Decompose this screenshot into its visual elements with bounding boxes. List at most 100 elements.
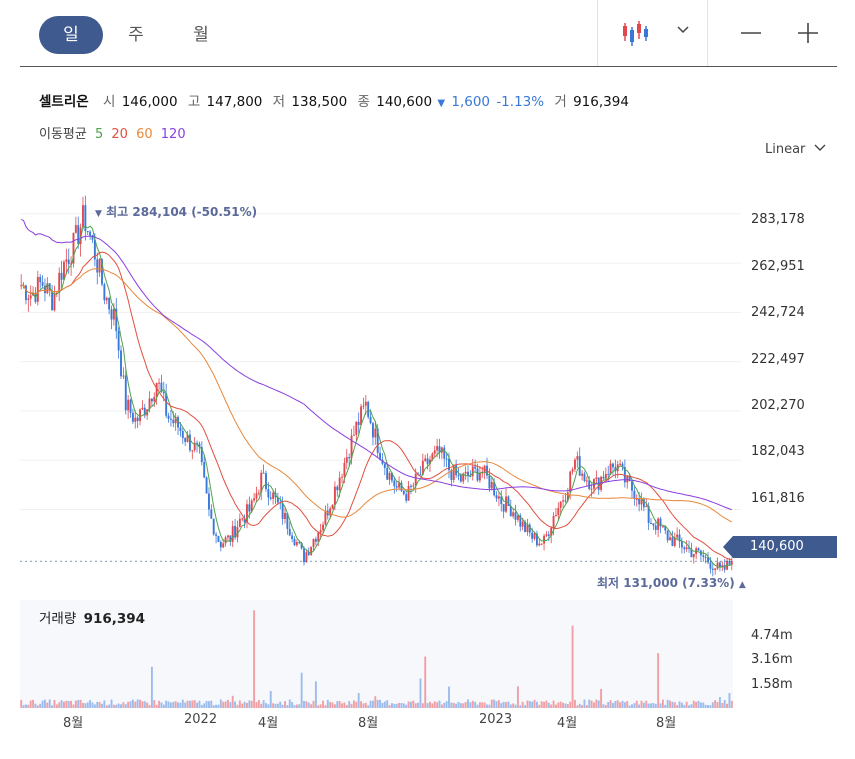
candle-body bbox=[543, 535, 546, 544]
volume-bar bbox=[22, 705, 25, 708]
volume-bar bbox=[526, 700, 529, 708]
volume-bar bbox=[657, 653, 660, 708]
volume-bar bbox=[483, 702, 486, 708]
candle-body bbox=[604, 473, 607, 479]
volume-bar bbox=[557, 702, 560, 708]
volume-bar bbox=[640, 700, 643, 708]
candle-body bbox=[177, 416, 179, 428]
y-tick-label: 182,043 bbox=[751, 444, 805, 459]
volume-bar bbox=[48, 699, 51, 708]
chevron-down-icon[interactable] bbox=[676, 22, 690, 36]
candle-body bbox=[676, 534, 679, 538]
tab-day[interactable]: 일 bbox=[39, 16, 103, 54]
candle-body bbox=[188, 434, 191, 451]
volume-bar bbox=[158, 700, 160, 708]
candle-body bbox=[141, 407, 144, 410]
candle-body bbox=[127, 399, 130, 411]
volume-bar bbox=[27, 704, 30, 708]
volume-bar bbox=[569, 701, 572, 708]
candle-body bbox=[212, 518, 215, 535]
volume-bar bbox=[400, 702, 403, 708]
candle-body bbox=[96, 259, 99, 273]
candle-body bbox=[514, 512, 517, 520]
candle-body bbox=[341, 476, 343, 478]
volume-bar bbox=[554, 704, 557, 708]
y-tick-label: 242,724 bbox=[751, 305, 805, 320]
candle-body bbox=[505, 496, 507, 512]
volume-bar bbox=[388, 705, 391, 708]
candle-body bbox=[388, 473, 391, 480]
candle-body bbox=[215, 534, 218, 536]
candle-body bbox=[286, 512, 289, 529]
candle-body bbox=[431, 453, 434, 460]
candle-body bbox=[174, 416, 177, 424]
candle-body bbox=[155, 382, 158, 397]
volume-bar bbox=[450, 702, 453, 708]
candle-body bbox=[721, 565, 724, 568]
volume-bar bbox=[148, 704, 151, 708]
candle-body bbox=[685, 547, 688, 550]
candle-body bbox=[581, 473, 584, 476]
candle-body bbox=[638, 498, 641, 505]
ma120-line bbox=[20, 218, 732, 511]
candle-body bbox=[671, 537, 674, 546]
candle-type-icon[interactable] bbox=[621, 19, 651, 49]
candle-body bbox=[257, 492, 260, 494]
scale-selector[interactable]: Linear bbox=[765, 142, 826, 157]
volume-bar bbox=[53, 699, 56, 708]
zoom-in-icon[interactable] bbox=[797, 22, 819, 44]
volume-bar bbox=[379, 699, 382, 708]
volume-bar bbox=[338, 701, 341, 708]
candle-body bbox=[535, 533, 538, 546]
volume-bar bbox=[136, 699, 139, 708]
volume-bar bbox=[198, 700, 201, 708]
candle-body bbox=[300, 542, 303, 549]
candle-body bbox=[661, 526, 664, 528]
volume-bar bbox=[360, 701, 363, 708]
tab-month[interactable]: 월 bbox=[193, 25, 209, 45]
volume-bar bbox=[512, 703, 515, 708]
volume-bar bbox=[471, 700, 474, 708]
ma5-label: 5 bbox=[94, 127, 104, 142]
volume-bar bbox=[654, 703, 657, 708]
zoom-out-icon[interactable] bbox=[740, 22, 762, 44]
volume-bar bbox=[390, 703, 393, 708]
volume-bar bbox=[562, 702, 565, 708]
volume-bar bbox=[93, 704, 96, 708]
candle-body bbox=[260, 472, 263, 493]
candle-body bbox=[46, 283, 49, 294]
candle-body bbox=[421, 460, 424, 475]
candle-body bbox=[507, 496, 510, 507]
volume-bar bbox=[609, 700, 612, 708]
volume-bar bbox=[704, 704, 707, 708]
candle-body bbox=[478, 473, 481, 481]
volume-bar bbox=[191, 700, 194, 708]
volume-bar bbox=[131, 699, 134, 708]
candle-body bbox=[429, 459, 431, 464]
candle-body bbox=[305, 552, 308, 563]
volume-bar bbox=[331, 702, 334, 708]
candle-body bbox=[150, 398, 153, 402]
volume-bar bbox=[699, 702, 702, 708]
volume-bar bbox=[445, 701, 448, 708]
volume-bar bbox=[581, 705, 584, 708]
candle-body bbox=[250, 500, 253, 512]
candle-body bbox=[167, 415, 170, 419]
candle-body bbox=[319, 530, 322, 533]
candle-body bbox=[74, 225, 77, 233]
candle-body bbox=[193, 442, 196, 451]
candle-body bbox=[131, 412, 134, 422]
candle-body bbox=[324, 510, 327, 525]
volume-bar bbox=[196, 702, 199, 708]
candle-body bbox=[91, 235, 94, 240]
candle-body bbox=[718, 562, 721, 568]
tab-week[interactable]: 주 bbox=[128, 25, 144, 45]
candle-body bbox=[331, 504, 334, 509]
candle-body bbox=[583, 473, 586, 482]
volume-bar bbox=[32, 699, 35, 708]
volume-bar bbox=[547, 702, 550, 708]
candle-body bbox=[680, 541, 683, 548]
volume-bar bbox=[224, 701, 227, 708]
volume-bar bbox=[108, 704, 111, 708]
